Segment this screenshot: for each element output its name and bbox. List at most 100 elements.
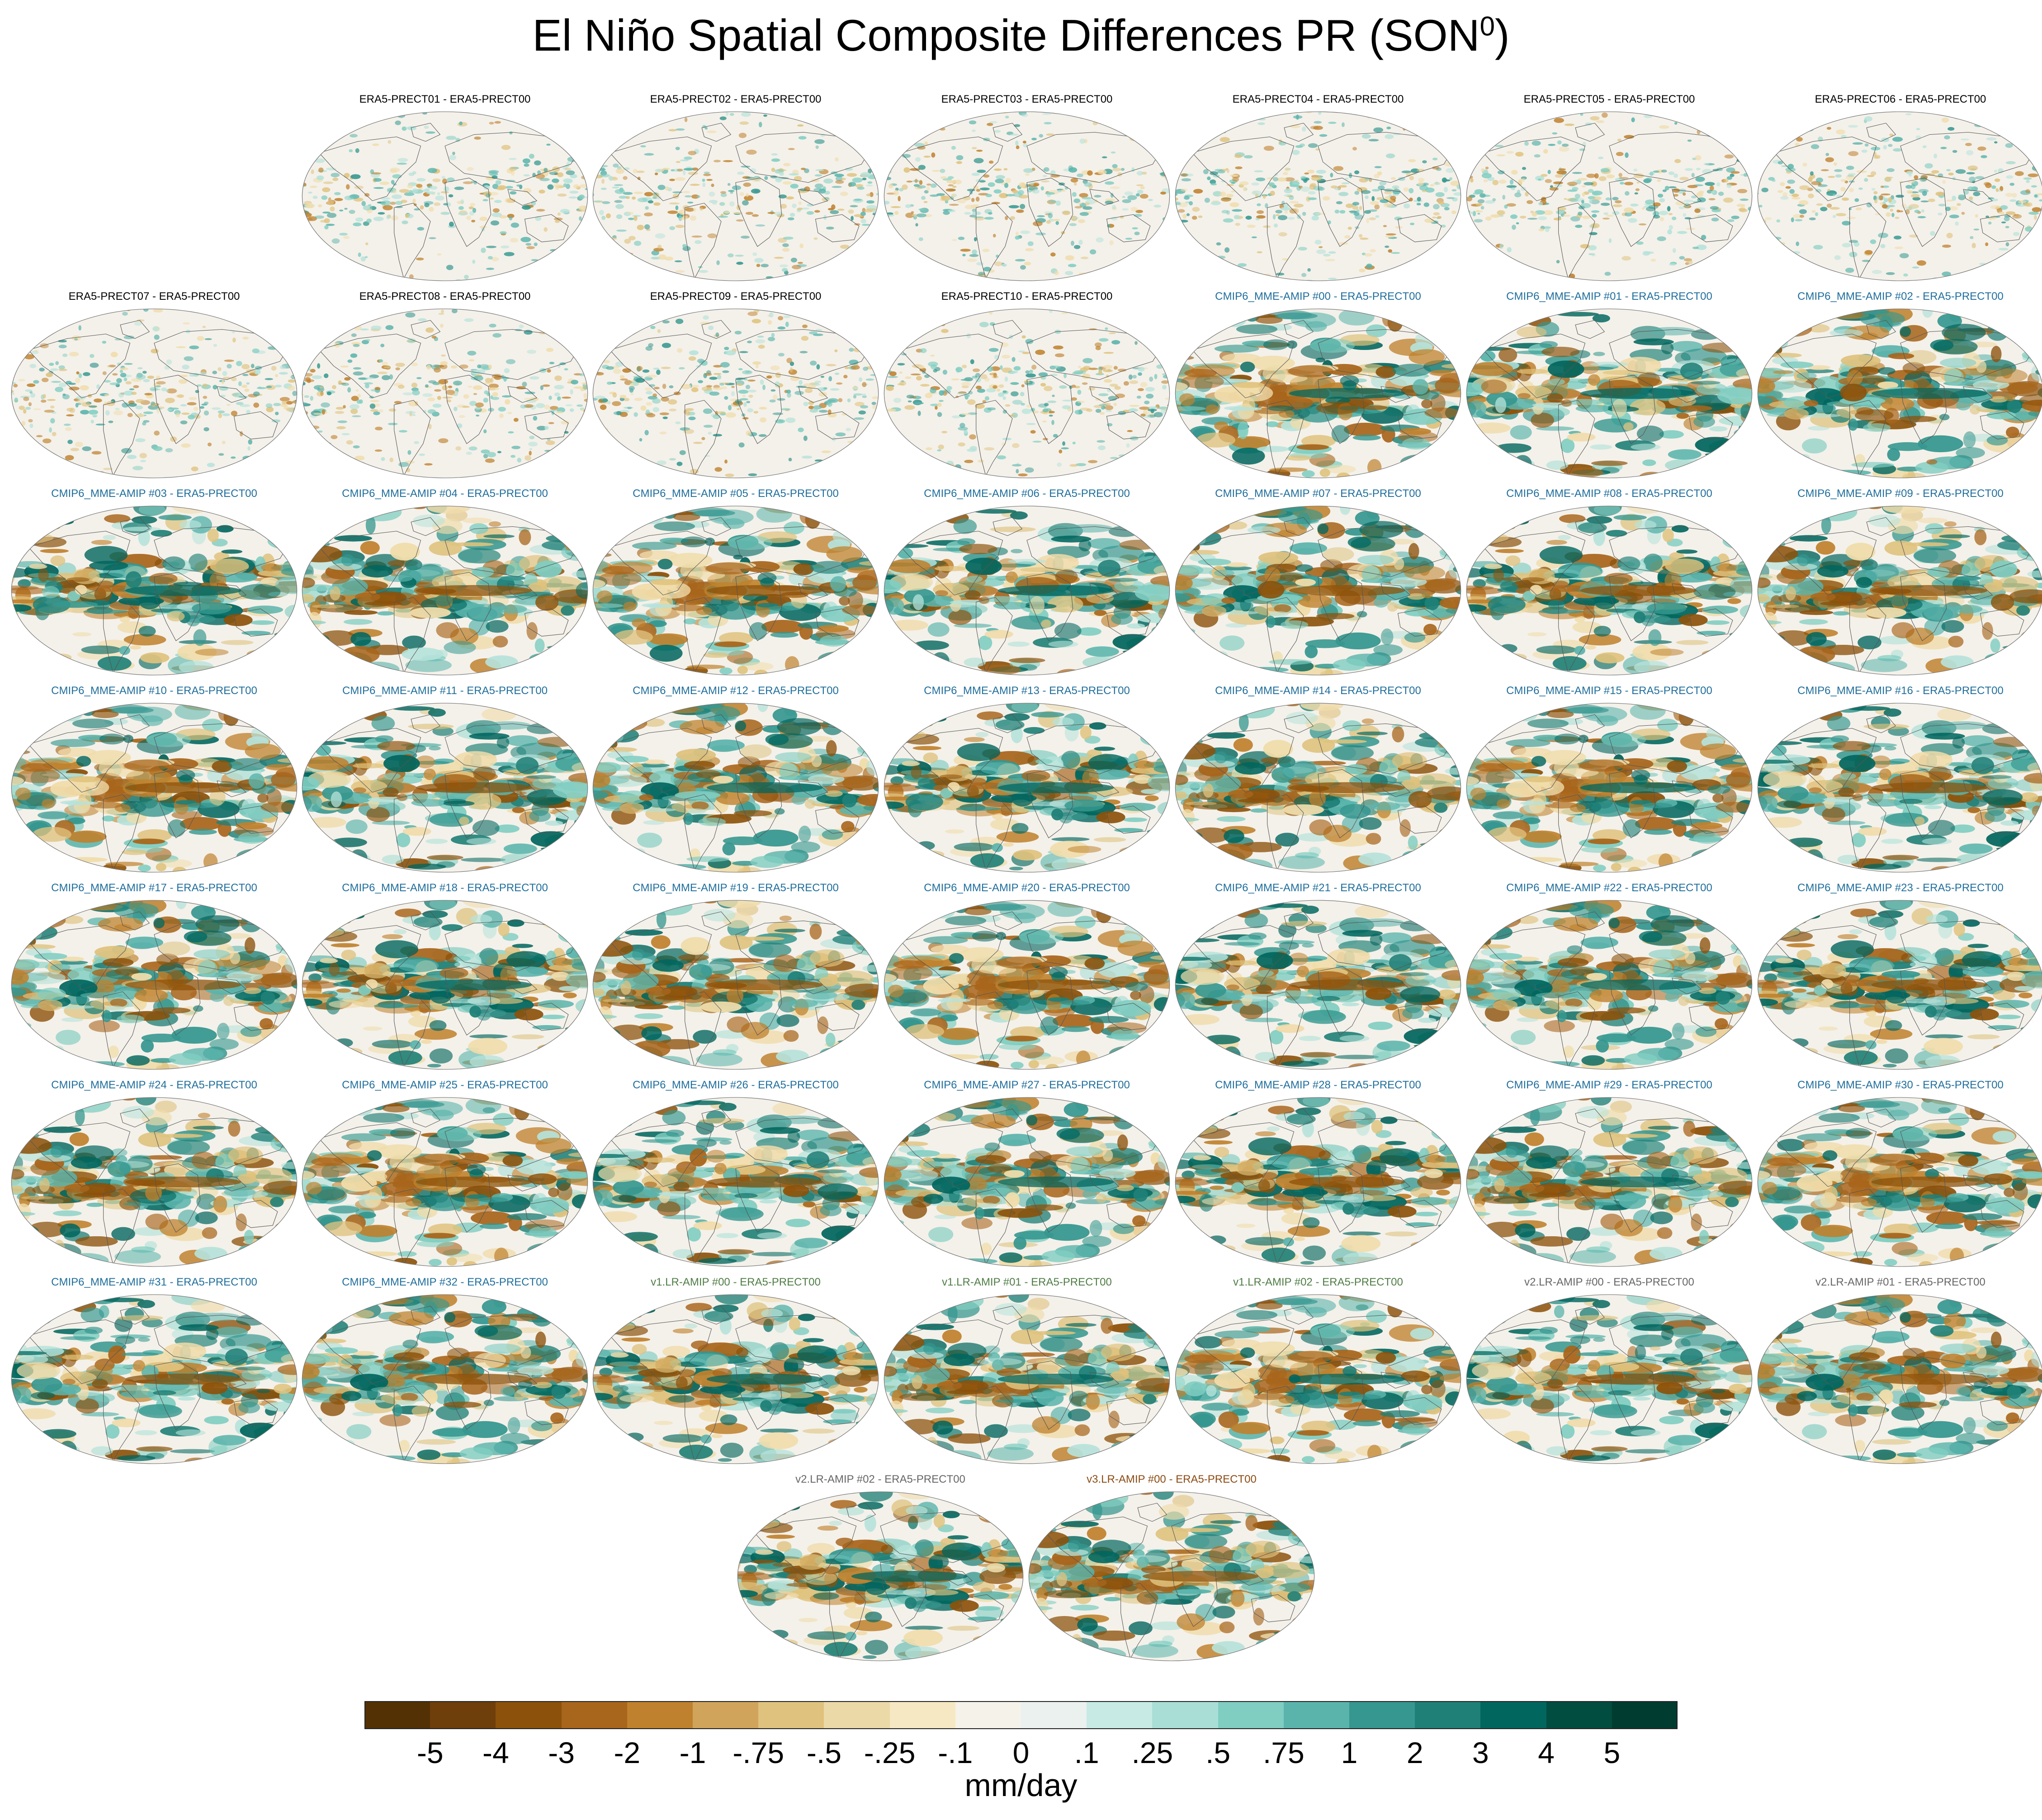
panel-label: CMIP6_MME-AMIP #28 - ERA5-PRECT00 <box>1215 1079 1421 1091</box>
colorbar-tick-label: -.75 <box>733 1736 785 1769</box>
colorbar-tick-label: -3 <box>548 1736 575 1769</box>
panel-label: ERA5-PRECT07 - ERA5-PRECT00 <box>68 290 240 303</box>
world-map <box>302 111 588 281</box>
panel-label: v2.LR-AMIP #01 - ERA5-PRECT00 <box>1815 1276 1985 1288</box>
map-panel: CMIP6_MME-AMIP #31 - ERA5-PRECT00 <box>9 1276 299 1466</box>
map-panel: CMIP6_MME-AMIP #08 - ERA5-PRECT00 <box>1464 487 1754 677</box>
world-map <box>1757 703 2042 873</box>
panel-label: CMIP6_MME-AMIP #07 - ERA5-PRECT00 <box>1215 487 1421 500</box>
colorbar-tick-label: .5 <box>1205 1736 1231 1769</box>
colorbar-tick-label: -4 <box>482 1736 509 1769</box>
world-map <box>884 308 1170 478</box>
map-panel: v1.LR-AMIP #00 - ERA5-PRECT00 <box>591 1276 881 1466</box>
map-panel: CMIP6_MME-AMIP #30 - ERA5-PRECT00 <box>1755 1079 2042 1269</box>
colorbar-segment <box>1218 1701 1284 1729</box>
colorbar-segment <box>889 1701 956 1729</box>
panel-label: ERA5-PRECT03 - ERA5-PRECT00 <box>941 93 1113 105</box>
map-panel: ERA5-PRECT02 - ERA5-PRECT00 <box>591 93 881 283</box>
map-panel: CMIP6_MME-AMIP #20 - ERA5-PRECT00 <box>882 882 1172 1072</box>
colorbar-tick-label: .1 <box>1074 1736 1099 1769</box>
world-map <box>302 1294 588 1464</box>
world-map <box>592 900 879 1070</box>
colorbar-tick-label: -.25 <box>864 1736 916 1769</box>
map-panel: ERA5-PRECT03 - ERA5-PRECT00 <box>882 93 1172 283</box>
colorbar-segment <box>561 1701 628 1729</box>
map-panel: CMIP6_MME-AMIP #22 - ERA5-PRECT00 <box>1464 882 1754 1072</box>
panel-label: CMIP6_MME-AMIP #17 - ERA5-PRECT00 <box>51 882 257 894</box>
colorbar <box>364 1701 1678 1729</box>
map-panel: v1.LR-AMIP #02 - ERA5-PRECT00 <box>1173 1276 1463 1466</box>
world-map <box>11 308 298 478</box>
panel-label: CMIP6_MME-AMIP #30 - ERA5-PRECT00 <box>1797 1079 2004 1091</box>
map-panel: ERA5-PRECT07 - ERA5-PRECT00 <box>9 290 299 480</box>
world-map <box>1028 1491 1315 1661</box>
map-panel: CMIP6_MME-AMIP #06 - ERA5-PRECT00 <box>882 487 1172 677</box>
panel-label: CMIP6_MME-AMIP #21 - ERA5-PRECT00 <box>1215 882 1421 894</box>
world-map <box>1757 506 2042 676</box>
world-map <box>884 506 1170 676</box>
world-map <box>592 703 879 873</box>
map-panel: ERA5-PRECT04 - ERA5-PRECT00 <box>1173 93 1463 283</box>
world-map <box>1175 1294 1461 1464</box>
map-panel: CMIP6_MME-AMIP #21 - ERA5-PRECT00 <box>1173 882 1463 1072</box>
panel-label: CMIP6_MME-AMIP #13 - ERA5-PRECT00 <box>924 685 1130 697</box>
colorbar-tick-label: 3 <box>1472 1736 1489 1769</box>
colorbar-segment <box>364 1701 430 1729</box>
world-map <box>1175 111 1461 281</box>
panel-label: CMIP6_MME-AMIP #10 - ERA5-PRECT00 <box>51 685 257 697</box>
world-map <box>302 900 588 1070</box>
colorbar-segment <box>1415 1701 1481 1729</box>
colorbar-units: mm/day <box>964 1768 1078 1803</box>
world-map <box>884 111 1170 281</box>
world-map <box>884 1097 1170 1267</box>
colorbar-tick-label: -.5 <box>806 1736 841 1769</box>
colorbar-segment <box>1152 1701 1219 1729</box>
map-panel: CMIP6_MME-AMIP #11 - ERA5-PRECT00 <box>300 685 590 875</box>
colorbar-tick-label: 0 <box>1012 1736 1030 1769</box>
map-panel: CMIP6_MME-AMIP #07 - ERA5-PRECT00 <box>1173 487 1463 677</box>
world-map <box>11 1294 298 1464</box>
title-text: El Niño Spatial Composite Differences PR… <box>532 10 1480 60</box>
panel-label: v1.LR-AMIP #01 - ERA5-PRECT00 <box>942 1276 1112 1288</box>
panel-label: CMIP6_MME-AMIP #12 - ERA5-PRECT00 <box>633 685 839 697</box>
map-panel: CMIP6_MME-AMIP #15 - ERA5-PRECT00 <box>1464 685 1754 875</box>
world-map <box>1466 111 1753 281</box>
panel-label: CMIP6_MME-AMIP #19 - ERA5-PRECT00 <box>633 882 839 894</box>
world-map <box>1466 703 1753 873</box>
panel-label: CMIP6_MME-AMIP #05 - ERA5-PRECT00 <box>633 487 839 500</box>
panel-label: CMIP6_MME-AMIP #22 - ERA5-PRECT00 <box>1506 882 1712 894</box>
world-map <box>11 506 298 676</box>
panel-label: v2.LR-AMIP #02 - ERA5-PRECT00 <box>795 1473 965 1485</box>
panel-label: CMIP6_MME-AMIP #01 - ERA5-PRECT00 <box>1506 290 1712 303</box>
map-panel: CMIP6_MME-AMIP #29 - ERA5-PRECT00 <box>1464 1079 1754 1269</box>
panel-label: CMIP6_MME-AMIP #00 - ERA5-PRECT00 <box>1215 290 1421 303</box>
map-panel: CMIP6_MME-AMIP #19 - ERA5-PRECT00 <box>591 882 881 1072</box>
map-panel: CMIP6_MME-AMIP #14 - ERA5-PRECT00 <box>1173 685 1463 875</box>
map-panel: CMIP6_MME-AMIP #03 - ERA5-PRECT00 <box>9 487 299 677</box>
map-panel: CMIP6_MME-AMIP #32 - ERA5-PRECT00 <box>300 1276 590 1466</box>
panel-label: ERA5-PRECT01 - ERA5-PRECT00 <box>359 93 531 105</box>
panel-label: CMIP6_MME-AMIP #27 - ERA5-PRECT00 <box>924 1079 1130 1091</box>
colorbar-tick-label: -.1 <box>938 1736 973 1769</box>
map-panel: v2.LR-AMIP #00 - ERA5-PRECT00 <box>1464 1276 1754 1466</box>
map-panel: CMIP6_MME-AMIP #26 - ERA5-PRECT00 <box>591 1079 881 1269</box>
colorbar-tick-label: -2 <box>614 1736 641 1769</box>
map-panel: CMIP6_MME-AMIP #10 - ERA5-PRECT00 <box>9 685 299 875</box>
panel-label: CMIP6_MME-AMIP #18 - ERA5-PRECT00 <box>342 882 548 894</box>
map-panel: v3.LR-AMIP #00 - ERA5-PRECT00 <box>1026 1473 1317 1663</box>
colorbar-segment <box>1546 1701 1612 1729</box>
panel-label: CMIP6_MME-AMIP #08 - ERA5-PRECT00 <box>1506 487 1712 500</box>
panel-label: ERA5-PRECT10 - ERA5-PRECT00 <box>941 290 1113 303</box>
colorbar-tick-label: 5 <box>1603 1736 1621 1769</box>
map-panel: CMIP6_MME-AMIP #17 - ERA5-PRECT00 <box>9 882 299 1072</box>
map-panel: CMIP6_MME-AMIP #01 - ERA5-PRECT00 <box>1464 290 1754 480</box>
world-map <box>592 308 879 478</box>
panel-label: v2.LR-AMIP #00 - ERA5-PRECT00 <box>1524 1276 1694 1288</box>
title-suffix: ) <box>1494 10 1510 60</box>
map-panel: CMIP6_MME-AMIP #28 - ERA5-PRECT00 <box>1173 1079 1463 1269</box>
map-panel: CMIP6_MME-AMIP #25 - ERA5-PRECT00 <box>300 1079 590 1269</box>
world-map <box>11 900 298 1070</box>
title-superscript: 0 <box>1480 11 1495 42</box>
world-map <box>302 308 588 478</box>
world-map <box>1466 506 1753 676</box>
